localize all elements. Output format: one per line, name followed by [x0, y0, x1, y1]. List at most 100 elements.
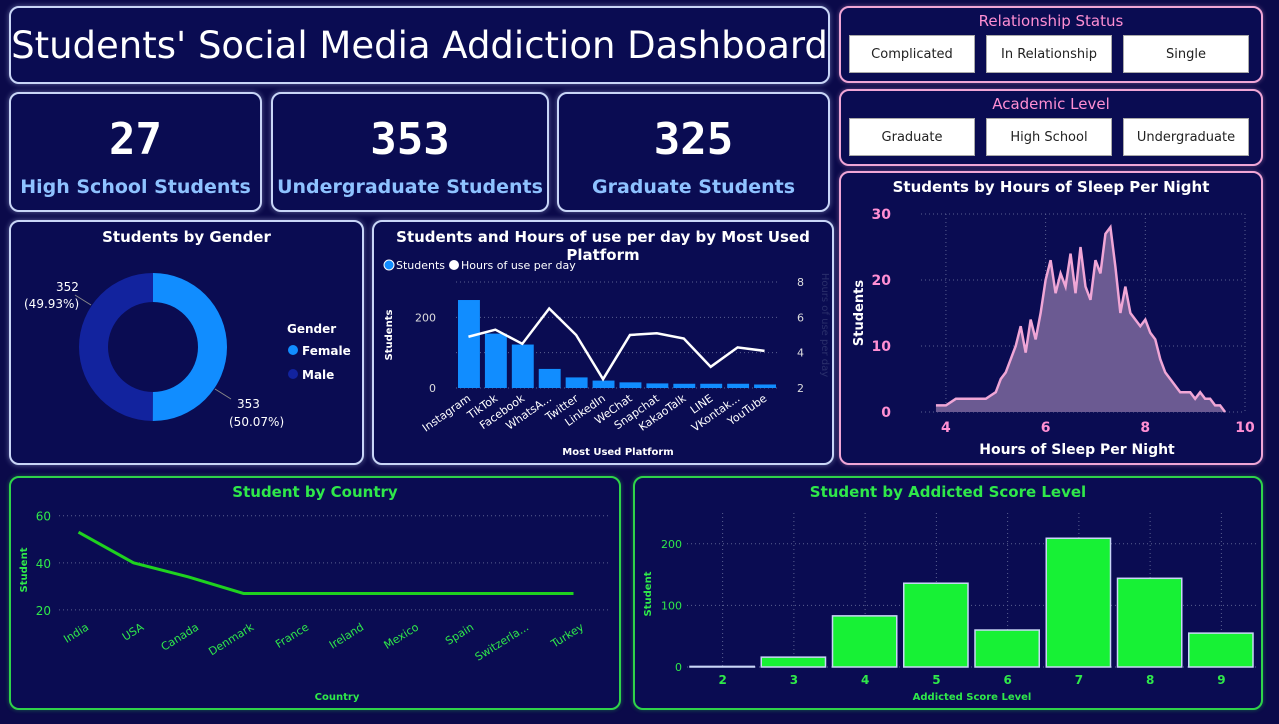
- y2-tick-label: 4: [797, 347, 804, 360]
- x-axis-title: Most Used Platform: [562, 447, 673, 458]
- bar-twitter: [565, 377, 588, 388]
- x-tick-label: 6: [1041, 420, 1051, 436]
- legend-marker-hours: [449, 260, 459, 270]
- bar-facebook: [511, 344, 534, 388]
- y2-tick-label: 6: [797, 311, 804, 324]
- slicer-option-single[interactable]: Single: [1123, 35, 1249, 73]
- slicer-option-high-school[interactable]: High School: [986, 118, 1112, 156]
- y-axis-title: Student: [643, 571, 654, 616]
- chart-title: Student by Addicted Score Level: [809, 483, 1087, 501]
- x-tick-label: 8: [1140, 420, 1150, 436]
- legend-marker-male: [288, 369, 298, 379]
- x-tick-label: 9: [1217, 673, 1225, 687]
- platform-combo-chart: Students Hours of use per day 0 200 2 4 6 8 Stud…: [383, 259, 830, 458]
- bar-score-3: [760, 656, 827, 668]
- y-tick-label: 40: [36, 557, 51, 571]
- sleep-area-chart: 0 10 20 30 4 6 8 10 Students Hours of Sleep Per N…: [852, 207, 1255, 458]
- y-tick-label: 30: [872, 207, 892, 223]
- x-axis-title: Country: [315, 692, 360, 703]
- slicer-title: Academic Level: [992, 95, 1110, 113]
- bar-linkedin: [592, 380, 615, 388]
- country-line-chart: 20 40 60 India USA Canada Denmark France Ireland…: [19, 510, 609, 703]
- data-label-male-pct: (49.93%): [24, 297, 79, 311]
- y2-axis-title: Hours of use per day: [819, 273, 830, 377]
- data-label-female-value: 353: [237, 397, 260, 411]
- slicer-option-complicated[interactable]: Complicated: [849, 35, 975, 73]
- kpi-value: 325: [653, 114, 734, 165]
- bar-score-8: [1116, 577, 1183, 668]
- kpi-label: High School Students: [20, 176, 251, 198]
- y-tick-label: 20: [872, 273, 892, 289]
- legend-label-hours: Hours of use per day: [461, 259, 576, 272]
- donut-slice-male: [79, 273, 153, 421]
- x-tick-label: Instagram: [420, 392, 473, 435]
- y-tick-label: 0: [881, 405, 891, 421]
- x-tick-label: Mexico: [382, 620, 422, 652]
- bar-kakaotalk: [673, 383, 696, 388]
- bar-score-4: [831, 615, 898, 668]
- slicer-option-undergraduate[interactable]: Undergraduate: [1123, 118, 1249, 156]
- legend-marker-students: [383, 259, 395, 271]
- bar-score-6: [974, 629, 1040, 668]
- x-tick-label: 4: [861, 673, 869, 687]
- bar-vkontak...: [727, 383, 750, 388]
- y-tick-label: 0: [675, 661, 682, 674]
- dashboard-title: Students' Social Media Addiction Dashboa…: [11, 24, 828, 67]
- x-axis-title: Hours of Sleep Per Night: [979, 442, 1175, 458]
- kpi-card-undergraduate: 353 Undergraduate Students: [271, 92, 549, 212]
- kpi-value: 27: [109, 114, 162, 165]
- bar-score-2: [689, 665, 755, 668]
- kpi-label: Undergraduate Students: [277, 176, 543, 198]
- chart-title: Students and Hours of use per day by Mos…: [396, 228, 810, 264]
- academic-level-slicer: Academic Level Graduate High School Unde…: [839, 89, 1263, 166]
- y-tick-label: 200: [661, 538, 682, 551]
- bar-score-9: [1188, 632, 1254, 668]
- x-tick-label: USA: [120, 620, 147, 643]
- relationship-status-slicer: Relationship Status Complicated In Relat…: [839, 6, 1263, 83]
- slicer-option-in-relationship[interactable]: In Relationship: [986, 35, 1112, 73]
- x-tick-label: Switzerla...: [473, 621, 531, 664]
- x-tick-label: India: [61, 621, 91, 646]
- legend-title: Gender: [287, 322, 336, 336]
- kpi-card-high-school: 27 High School Students: [9, 92, 262, 212]
- legend-label-male: Male: [302, 368, 334, 382]
- gender-donut-chart: 353 (50.07%) 352 (49.93%) Gender Female Male: [24, 273, 351, 429]
- x-tick-label: 10: [1235, 420, 1255, 436]
- y-axis-title: Students: [852, 280, 867, 346]
- x-tick-label: 3: [790, 673, 798, 687]
- chart-title: Student by Country: [232, 483, 398, 501]
- y-axis-title: Student: [19, 547, 30, 592]
- label-leader-line: [214, 388, 232, 400]
- y-tick-label: 60: [36, 510, 51, 524]
- bar-line: [700, 383, 723, 388]
- legend-label-female: Female: [302, 344, 351, 358]
- data-label-male-value: 352: [56, 280, 79, 294]
- country-chart-panel: Student by Country 20 40 60 India USA Canada D…: [9, 476, 621, 710]
- x-tick-label: 8: [1146, 673, 1154, 687]
- donut-slice-female: [152, 273, 228, 421]
- bar-youtube: [754, 384, 776, 388]
- kpi-card-graduate: 325 Graduate Students: [557, 92, 830, 212]
- sleep-chart-panel: Students by Hours of Sleep Per Night 0 10…: [839, 171, 1263, 465]
- bar-score-7: [1045, 537, 1112, 668]
- gender-chart-panel: Students by Gender 353 (50.07%) 352 (49.93%…: [9, 220, 364, 465]
- y-tick-label: 100: [661, 599, 682, 612]
- x-tick-label: Canada: [159, 621, 201, 654]
- x-tick-label: 4: [941, 420, 951, 436]
- y-tick-label: 0: [429, 382, 436, 395]
- sleep-line: [935, 223, 1227, 413]
- y2-tick-label: 2: [797, 382, 804, 395]
- platform-chart-panel: Students and Hours of use per day by Mos…: [372, 220, 834, 465]
- y-axis-title: Students: [384, 310, 395, 361]
- x-tick-label: 2: [718, 673, 726, 687]
- x-tick-label: 5: [932, 673, 940, 687]
- x-tick-label: 6: [1003, 673, 1011, 687]
- bar-wechat: [619, 382, 642, 388]
- slicer-option-graduate[interactable]: Graduate: [849, 118, 975, 156]
- kpi-label: Graduate Students: [591, 176, 796, 198]
- y-tick-label: 200: [415, 311, 436, 324]
- y-tick-label: 10: [872, 339, 892, 355]
- country-line: [77, 530, 574, 595]
- x-tick-label: Denmark: [206, 620, 256, 658]
- bar-tiktok: [484, 333, 507, 388]
